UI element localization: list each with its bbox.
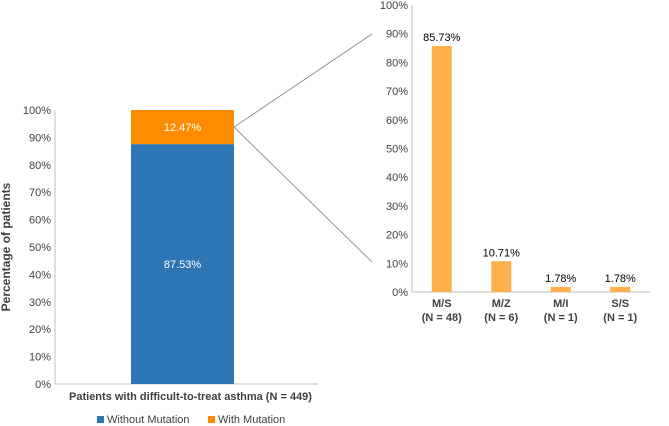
legend-item-label: Without Mutation <box>107 414 190 426</box>
left-y-tick-label: 50% <box>29 242 51 254</box>
stacked-bar-segment-with-mutation <box>131 110 234 145</box>
right-y-tick-label: 0% <box>392 287 408 299</box>
right-y-tick-label: 60% <box>386 115 408 127</box>
left-y-tick-label: 30% <box>29 297 51 309</box>
legend-swatch <box>208 416 215 423</box>
bar-category-label: M/S <box>432 298 452 310</box>
left-y-tick-label: 60% <box>29 215 51 227</box>
right-y-tick-label: 100% <box>380 0 408 12</box>
right-y-tick-label: 90% <box>386 29 408 41</box>
bar-data-label: 10.71% <box>483 247 521 259</box>
bar-category-n-label: (N = 6) <box>484 312 518 324</box>
bar-category-label: M/Z <box>492 298 511 310</box>
zoom-connectors <box>233 33 373 263</box>
legend: Without Mutation With Mutation <box>97 414 285 426</box>
left-y-tick-label: 90% <box>29 132 51 144</box>
right-y-tick-label: 70% <box>386 86 408 98</box>
bar-m-z <box>491 261 512 292</box>
bar-m-s <box>431 45 452 293</box>
bar-data-label: 85.73% <box>423 32 461 44</box>
right-y-tick-label: 50% <box>386 144 408 156</box>
left-y-tick-label: 40% <box>29 269 51 281</box>
bar-data-label: 1.78% <box>605 273 636 285</box>
right-y-tick-label: 10% <box>386 258 408 270</box>
zoom-connector-line-bottom <box>233 126 373 263</box>
left-y-tick-label: 10% <box>29 352 51 364</box>
left-chart: 0% 10% 20% 30% 40% 50% 60% 70% 80% 90% 100% Percent… <box>0 105 318 403</box>
bar-category-n-label: (N = 1) <box>603 312 637 324</box>
bar-category-label: S/S <box>611 298 629 310</box>
right-y-tick-label: 80% <box>386 57 408 69</box>
right-y-tick-label: 30% <box>386 201 408 213</box>
right-chart: 0% 10% 20% 30% 40% 50% 60% 70% 80% 90% 100% 85.73% M… <box>380 0 650 324</box>
zoom-connector-line-top <box>233 33 373 128</box>
bar-data-label: 1.78% <box>545 273 576 285</box>
bar-s-s <box>610 286 631 292</box>
legend-item-label: With Mutation <box>218 414 285 426</box>
stacked-bar-data-label: 87.53% <box>164 259 202 271</box>
stacked-bar-data-label: 12.47% <box>164 122 202 134</box>
bar-category-n-label: (N = 1) <box>544 312 578 324</box>
left-y-tick-label: 100% <box>23 105 51 117</box>
right-y-tick-label: 40% <box>386 172 408 184</box>
left-y-tick-label: 80% <box>29 160 51 172</box>
bar-category-label: M/I <box>553 298 568 310</box>
stacked-bar-segment-without-mutation <box>131 144 234 384</box>
left-y-tick-label: 70% <box>29 187 51 199</box>
left-x-category-label: Patients with difficult-to-treat asthma … <box>69 391 312 403</box>
bar-category-n-label: (N = 48) <box>422 312 462 324</box>
left-y-tick-label: 0% <box>35 379 51 391</box>
left-y-tick-label: 20% <box>29 324 51 336</box>
bar-m-i <box>550 286 571 292</box>
left-y-axis-label: Percentage of patients <box>0 182 13 311</box>
legend-swatch <box>97 416 104 423</box>
right-y-tick-label: 20% <box>386 230 408 242</box>
